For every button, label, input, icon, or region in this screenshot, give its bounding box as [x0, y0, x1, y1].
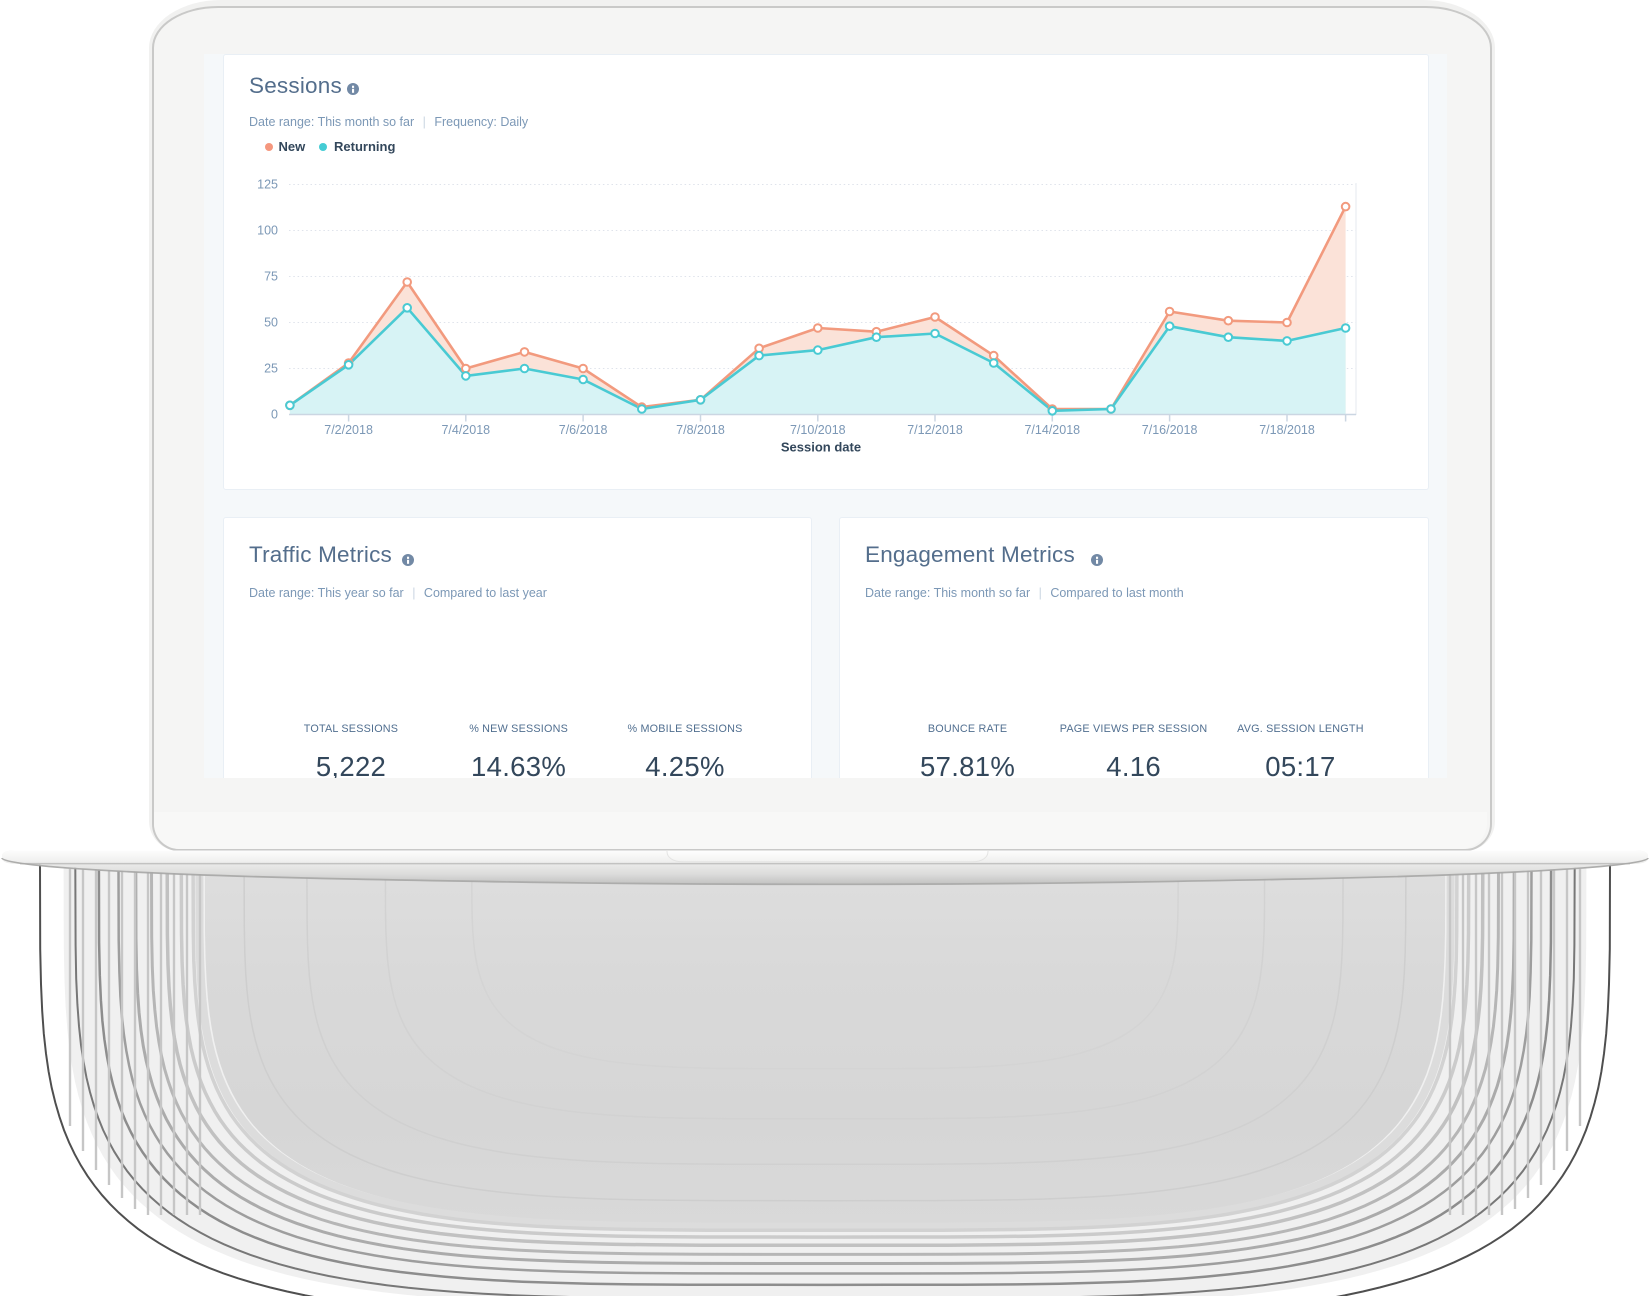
- svg-text:7/2/2018: 7/2/2018: [324, 423, 373, 437]
- svg-text:7/8/2018: 7/8/2018: [676, 423, 725, 437]
- svg-text:7/16/2018: 7/16/2018: [1142, 423, 1198, 437]
- svg-text:25: 25: [264, 362, 278, 376]
- svg-text:7/4/2018: 7/4/2018: [441, 423, 490, 437]
- svg-text:50: 50: [264, 316, 278, 330]
- svg-text:Session date: Session date: [781, 440, 861, 455]
- svg-text:7/6/2018: 7/6/2018: [559, 423, 608, 437]
- svg-text:7/14/2018: 7/14/2018: [1024, 423, 1080, 437]
- svg-text:7/18/2018: 7/18/2018: [1259, 423, 1315, 437]
- svg-text:100: 100: [257, 224, 278, 238]
- svg-text:0: 0: [271, 408, 278, 422]
- svg-text:7/12/2018: 7/12/2018: [907, 423, 963, 437]
- svg-text:125: 125: [257, 178, 278, 192]
- svg-text:75: 75: [264, 270, 278, 284]
- svg-text:7/10/2018: 7/10/2018: [790, 423, 846, 437]
